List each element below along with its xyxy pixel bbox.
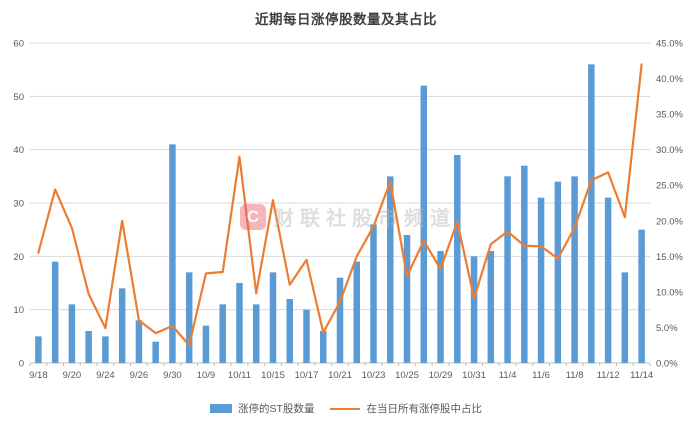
bar — [521, 165, 528, 363]
left-axis-tick-label: 40 — [13, 145, 24, 156]
bar — [437, 251, 444, 363]
bar — [185, 272, 193, 363]
bar — [319, 331, 327, 363]
x-axis-label: 11/14 — [630, 370, 653, 381]
bar — [219, 304, 226, 363]
left-axis-tick-label: 50 — [13, 92, 24, 103]
bar — [420, 85, 428, 364]
bar — [370, 224, 377, 363]
x-axis-label: 10/21 — [328, 370, 352, 381]
x-axis-label: 9/30 — [163, 370, 182, 381]
bar-series-swatch — [210, 404, 233, 413]
bar — [454, 155, 461, 363]
x-axis-label: 10/23 — [362, 370, 386, 381]
x-axis-label: 10/17 — [295, 370, 319, 381]
bar — [202, 325, 210, 363]
x-axis-label: 10/9 — [197, 370, 216, 381]
bar — [252, 304, 260, 363]
chart-legend: 涨停的ST股数量 在当日所有涨停股中占比 — [0, 401, 692, 416]
bar — [470, 256, 478, 363]
line-series-label: 在当日所有涨停股中占比 — [366, 403, 482, 415]
bar — [303, 309, 310, 363]
bar-series-label: 涨停的ST股数量 — [238, 403, 315, 415]
right-axis-tick-label: 30.0% — [656, 145, 683, 156]
x-axis-label: 9/26 — [130, 370, 149, 381]
x-axis-label: 9/24 — [96, 370, 115, 381]
bar — [286, 299, 293, 363]
legend-item-line-series: 在当日所有涨停股中占比 — [330, 401, 482, 416]
x-axis-label: 11/12 — [597, 370, 620, 381]
x-axis-label: 11/4 — [499, 370, 517, 381]
right-axis-tick-label: 20.0% — [656, 216, 683, 227]
legend-item-bar-series: 涨停的ST股数量 — [210, 401, 314, 416]
bar — [353, 261, 361, 363]
x-axis-label: 10/29 — [429, 370, 453, 381]
bar — [118, 288, 126, 363]
x-axis-label: 11/6 — [532, 370, 550, 381]
x-axis-label: 10/31 — [462, 370, 486, 381]
bar — [588, 64, 595, 363]
left-axis-tick-label: 60 — [13, 39, 24, 50]
bar — [604, 197, 612, 363]
right-axis-tick-label: 35.0% — [656, 110, 683, 121]
right-axis-tick-label: 15.0% — [656, 252, 683, 263]
line-series-swatch — [330, 407, 361, 410]
x-axis-label: 9/20 — [63, 370, 82, 381]
bar — [504, 176, 511, 363]
bar — [236, 283, 243, 363]
bar — [102, 336, 109, 363]
chart-title: 近期每日涨停股数量及其占比 — [255, 12, 437, 27]
right-axis-tick-label: 5.0% — [656, 323, 678, 334]
bar — [135, 320, 143, 363]
bar — [336, 277, 344, 363]
x-axis-label: 9/18 — [29, 370, 48, 381]
left-axis-tick-label: 10 — [13, 305, 24, 316]
right-axis-tick-label: 25.0% — [656, 181, 683, 192]
bar — [169, 144, 176, 363]
right-axis-tick-label: 40.0% — [656, 74, 683, 85]
right-axis-tick-label: 0.0% — [656, 359, 678, 370]
bar — [403, 235, 411, 363]
percentage-line — [37, 63, 643, 347]
bar — [85, 331, 92, 363]
x-axis-label: 10/11 — [228, 370, 251, 381]
bar — [638, 229, 645, 363]
right-axis-tick-label: 10.0% — [656, 287, 683, 298]
bar — [35, 336, 42, 363]
right-axis-tick-label: 45.0% — [656, 39, 683, 50]
bar — [51, 261, 59, 363]
bar — [621, 272, 629, 363]
bar — [387, 176, 394, 363]
left-axis-tick-label: 30 — [13, 199, 24, 210]
bar — [571, 176, 578, 363]
bar — [554, 181, 562, 363]
bar — [269, 272, 277, 363]
bar — [68, 304, 76, 363]
x-axis-label: 11/8 — [566, 370, 584, 381]
x-axis-label: 10/15 — [261, 370, 285, 381]
combo-chart: 0 10 20 30 40 50 60 0.0% 5.0% 10.0% 15.0% 20.0% 25.0… — [13, 39, 683, 382]
left-axis-tick-label: 20 — [13, 252, 24, 263]
bar — [487, 251, 495, 363]
bar — [537, 197, 545, 363]
x-axis-label: 10/25 — [395, 370, 419, 381]
left-axis-tick-label: 0 — [19, 359, 24, 370]
bar — [152, 341, 159, 363]
